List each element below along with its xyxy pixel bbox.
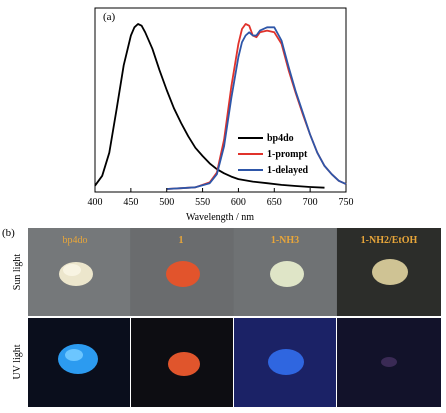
- sample-uv-1-nh3: [268, 349, 304, 375]
- sample-uv-bp4do-highlight: [65, 349, 83, 361]
- row-label-sun: Sun light: [12, 254, 23, 291]
- legend: bp4do 1-prompt 1-delayed: [238, 133, 309, 176]
- sample-sun-1-nh3: [270, 261, 304, 287]
- col-label-1: 1: [179, 235, 184, 246]
- x-tick-label-650: 650: [267, 197, 282, 208]
- x-tick-label-550: 550: [195, 197, 210, 208]
- sample-sun-1-nh2-etoh: [372, 259, 408, 285]
- x-tick-label-700: 700: [303, 197, 318, 208]
- plot-frame: [94, 7, 347, 193]
- x-ticks: 400 450 500 550 600 650 700 750: [88, 188, 354, 208]
- x-tick-label-500: 500: [159, 197, 174, 208]
- sample-sun-1: [166, 261, 200, 287]
- x-axis-label: Wavelength / nm: [186, 212, 254, 223]
- panel-a-label: (a): [103, 11, 116, 23]
- series-line-1-delayed: [166, 26, 347, 190]
- sample-sun-bp4do-highlight: [63, 264, 81, 276]
- panel-b-label: (b): [2, 227, 15, 239]
- photo-grid: bp4do 1 1-NH3 1-NH2/EtOH Sun light UV li…: [12, 228, 441, 407]
- series-line-1-prompt: [166, 23, 347, 190]
- series-line-bp4do: [94, 23, 325, 189]
- col-label-1-nh2-etoh: 1-NH2/EtOH: [361, 235, 418, 246]
- x-tick-label-750: 750: [339, 197, 354, 208]
- col-label-1-nh3: 1-NH3: [271, 235, 299, 246]
- x-tick-label-400: 400: [88, 197, 103, 208]
- col-label-bp4do: bp4do: [63, 235, 88, 246]
- sample-uv-1: [168, 352, 200, 376]
- legend-label-prompt: 1-prompt: [267, 149, 308, 160]
- legend-label-delayed: 1-delayed: [267, 165, 309, 176]
- sample-uv-1-nh2-etoh: [381, 357, 397, 367]
- x-tick-label-600: 600: [231, 197, 246, 208]
- plot-lines: [94, 23, 347, 190]
- row-label-uv: UV light: [12, 344, 23, 379]
- legend-label-bp4do: bp4do: [267, 133, 294, 144]
- x-tick-label-450: 450: [123, 197, 138, 208]
